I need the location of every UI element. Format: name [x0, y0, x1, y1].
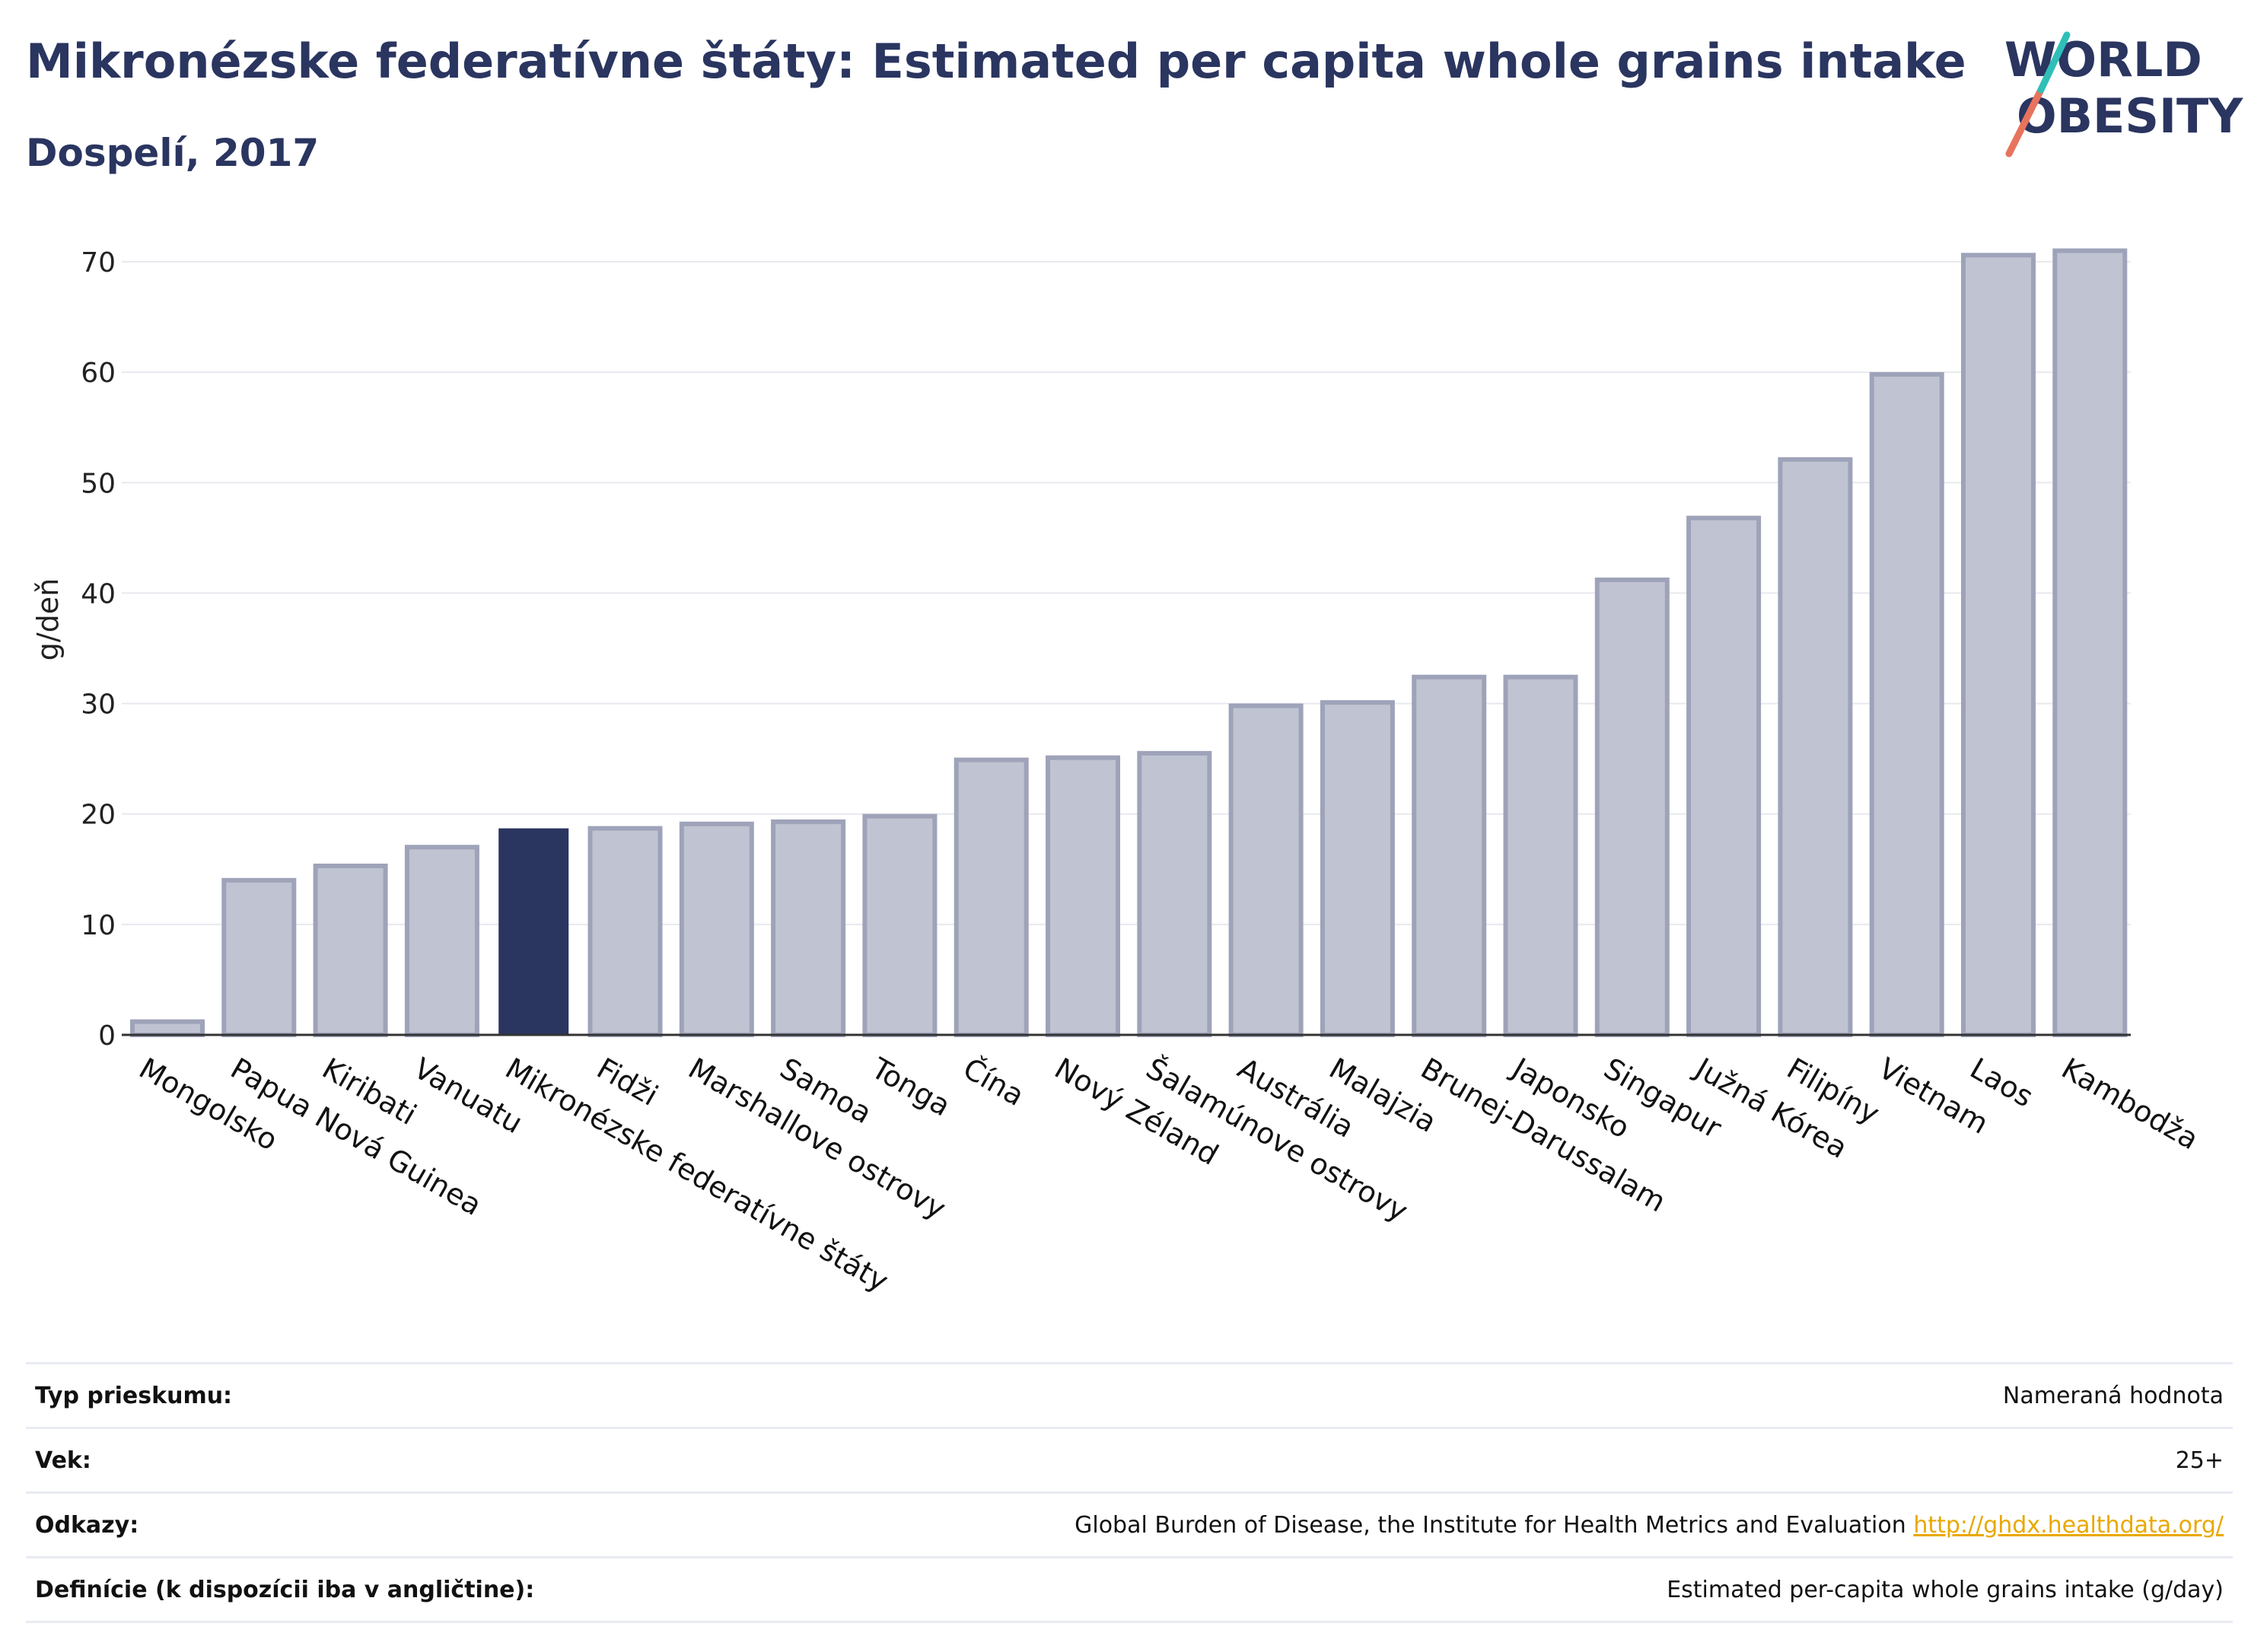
bar — [1320, 700, 1395, 1037]
info-value-text: Nameraná hodnota — [2002, 1382, 2224, 1409]
info-key: Typ prieskumu: — [26, 1362, 704, 1429]
bar — [1686, 515, 1762, 1037]
bar — [587, 826, 663, 1038]
y-tick-label: 0 — [98, 1020, 116, 1052]
bar — [862, 813, 938, 1038]
info-value: 25+ — [703, 1427, 2233, 1494]
bar — [1961, 253, 2036, 1038]
bar — [221, 877, 297, 1038]
info-value: Nameraná hodnota — [703, 1362, 2233, 1429]
bar — [1046, 755, 1120, 1037]
y-axis-label: g/deň — [31, 578, 65, 661]
info-row: Vek: 25+ — [26, 1427, 2233, 1494]
bar — [1137, 750, 1212, 1038]
bar — [1412, 674, 1487, 1037]
info-value-text: 25+ — [2175, 1447, 2224, 1474]
bar — [771, 819, 846, 1037]
info-key: Vek: — [26, 1427, 704, 1494]
y-tick-label: 30 — [81, 689, 116, 721]
info-value: Estimated per-capita whole grains intake… — [703, 1556, 2233, 1623]
info-row: Odkazy: Global Burden of Disease, the In… — [26, 1491, 2233, 1558]
logo-slash-red — [2005, 86, 2045, 158]
info-table: Typ prieskumu: Nameraná hodnota Vek: 25+… — [26, 1362, 2233, 1623]
chart-subtitle: Dospelí, 2017 — [26, 131, 320, 175]
bar — [498, 828, 569, 1035]
bar — [404, 845, 479, 1038]
y-tick-label: 40 — [81, 578, 116, 610]
chart-title: Mikronézske federatívne štáty: Estimated… — [26, 33, 1966, 89]
bar — [1503, 674, 1578, 1037]
info-key: Odkazy: — [26, 1491, 704, 1558]
logo-slash-teal — [2037, 31, 2071, 94]
bar — [954, 757, 1029, 1037]
info-value: Global Burden of Disease, the Institute … — [703, 1491, 2233, 1558]
y-tick-label: 50 — [81, 468, 116, 499]
source-link[interactable]: http://ghdx.healthdata.org/ — [1913, 1511, 2224, 1539]
bar — [1778, 457, 1853, 1037]
bar — [1594, 578, 1670, 1037]
bars — [130, 248, 2128, 1038]
info-value-text: Global Burden of Disease, the Institute … — [1075, 1511, 1906, 1539]
info-key: Definície (k dispozícii iba v angličtine… — [26, 1556, 704, 1623]
bar — [313, 863, 388, 1037]
y-tick-label: 20 — [81, 800, 116, 831]
bar — [130, 1019, 205, 1038]
world-obesity-logo: WORLD OBESITY — [2004, 31, 2243, 158]
info-row: Definície (k dispozícii iba v angličtine… — [26, 1556, 2233, 1623]
bar — [1228, 703, 1304, 1038]
logo-word-1: WORLD — [2004, 32, 2202, 88]
y-tick-label: 70 — [81, 247, 116, 279]
x-tick-label: Tonga — [865, 1051, 956, 1122]
logo-word-2: OBESITY — [2017, 88, 2243, 144]
info-value-text: Estimated per-capita whole grains intake… — [1667, 1576, 2224, 1603]
info-row: Typ prieskumu: Nameraná hodnota — [26, 1362, 2233, 1429]
x-tick-label: Kambodža — [2056, 1052, 2205, 1157]
bar — [2052, 248, 2128, 1037]
y-tick-labels: 0 10 20 30 40 50 60 70 — [81, 247, 116, 1052]
x-tick-label: Čína — [957, 1052, 1030, 1112]
y-tick-label: 60 — [81, 358, 116, 389]
bar — [679, 821, 754, 1037]
y-tick-label: 10 — [81, 910, 116, 941]
bar — [1869, 372, 1944, 1037]
